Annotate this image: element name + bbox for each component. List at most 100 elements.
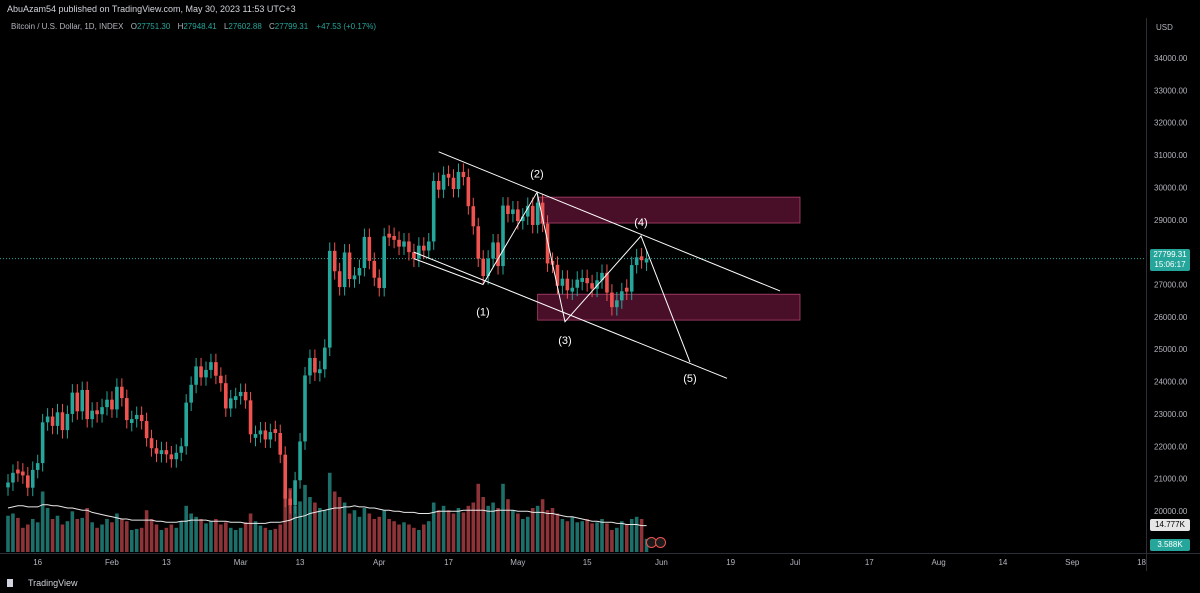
footer-bar bbox=[0, 571, 1200, 593]
volume-bar bbox=[293, 505, 297, 552]
volume-bar bbox=[615, 527, 619, 552]
volume-bar bbox=[323, 510, 327, 552]
volume-bar bbox=[491, 502, 495, 552]
candle-body bbox=[451, 177, 456, 190]
volume-bar bbox=[501, 483, 505, 552]
volume-ma-label: 14.777K bbox=[1150, 519, 1190, 531]
volume-bar bbox=[337, 497, 342, 552]
time-tick-label: 19 bbox=[726, 558, 735, 567]
volume-bar bbox=[11, 513, 15, 552]
price-tick-label: 32000.00 bbox=[1154, 119, 1188, 128]
tradingview-logo[interactable]: TradingView bbox=[7, 578, 78, 588]
candle-body bbox=[204, 369, 208, 378]
countdown-label: 15:06:17 bbox=[1150, 259, 1190, 271]
volume-bar bbox=[585, 519, 589, 552]
volume-bar bbox=[436, 510, 441, 552]
candle-body bbox=[446, 173, 451, 178]
volume-bar bbox=[392, 521, 396, 552]
volume-bar bbox=[164, 527, 169, 552]
candle-body bbox=[85, 389, 89, 420]
wave-label: (1) bbox=[476, 307, 489, 319]
candle-body bbox=[347, 252, 352, 279]
candle-body bbox=[441, 174, 446, 190]
volume-bar bbox=[629, 519, 634, 552]
volume-bar bbox=[125, 521, 129, 552]
candle-body bbox=[268, 432, 273, 440]
volume-bar bbox=[26, 524, 30, 552]
volume-bar bbox=[456, 508, 461, 552]
price-chart[interactable]: USD 20000.00 21000.00 22000.00 23000.00 24000… bbox=[0, 18, 1200, 571]
candle-body bbox=[30, 469, 35, 488]
candle-body bbox=[530, 205, 535, 225]
candle-body bbox=[397, 239, 401, 247]
volume-bar bbox=[273, 528, 278, 552]
candle-body bbox=[45, 416, 50, 423]
candle-body bbox=[298, 441, 302, 481]
volume-bar bbox=[179, 521, 184, 552]
volume-bar bbox=[511, 510, 515, 552]
volume-bar bbox=[308, 497, 312, 552]
candle-body bbox=[125, 398, 129, 421]
price-tick-label: 24000.00 bbox=[1154, 378, 1188, 387]
volume-bar bbox=[342, 502, 347, 552]
candle-body bbox=[55, 412, 60, 426]
candle-body bbox=[164, 450, 169, 455]
time-tick-label: 13 bbox=[296, 558, 305, 567]
price-tick-label: 30000.00 bbox=[1154, 183, 1188, 192]
volume-bar bbox=[154, 524, 159, 552]
candle-body bbox=[313, 357, 317, 373]
volume-bar bbox=[372, 519, 377, 552]
volume-bar bbox=[446, 510, 451, 552]
volume-bar bbox=[545, 510, 550, 552]
resistance-zone bbox=[537, 196, 801, 224]
high-value: 27948.41 bbox=[183, 22, 217, 31]
volume-bar bbox=[397, 524, 401, 552]
candle-body bbox=[461, 171, 466, 178]
candle-body bbox=[417, 245, 421, 259]
top-bar bbox=[0, 0, 1200, 18]
brand-name: TradingView bbox=[28, 578, 78, 588]
candle-body bbox=[431, 180, 436, 242]
candle-body bbox=[486, 258, 490, 277]
volume-bar bbox=[194, 516, 198, 552]
candle-body bbox=[367, 236, 372, 261]
time-tick-label: Feb bbox=[105, 558, 119, 567]
candle-body bbox=[407, 241, 411, 253]
volume-bar bbox=[535, 505, 540, 552]
volume-bar bbox=[313, 502, 317, 552]
volume-bar bbox=[65, 521, 70, 552]
volume-bar bbox=[258, 525, 263, 552]
volume-bar bbox=[45, 508, 50, 552]
volume-bar bbox=[120, 519, 124, 552]
volume-bar bbox=[481, 497, 485, 552]
low-value: 27602.88 bbox=[228, 22, 262, 31]
candle-body bbox=[580, 278, 584, 282]
candle-body bbox=[506, 205, 510, 214]
low-label: L bbox=[223, 22, 229, 31]
volume-bar bbox=[134, 528, 139, 552]
candle-body bbox=[535, 202, 540, 225]
volume-value: 3.588K bbox=[1157, 540, 1183, 549]
candle-body bbox=[471, 206, 476, 227]
candle-body bbox=[422, 245, 426, 251]
symbol-name[interactable]: Bitcoin / U.S. Dollar, 1D, INDEX bbox=[11, 22, 124, 31]
volume-bar bbox=[516, 513, 520, 552]
volume-bar bbox=[90, 522, 94, 552]
candle-body bbox=[501, 205, 505, 267]
wave-label: (2) bbox=[530, 168, 543, 180]
candle-body bbox=[615, 300, 619, 308]
candle-body bbox=[179, 446, 184, 453]
candle-body bbox=[323, 347, 327, 370]
volume-bar bbox=[590, 523, 594, 552]
candle-body bbox=[80, 389, 85, 412]
dividend-icon[interactable] bbox=[655, 537, 666, 548]
candle-body bbox=[139, 414, 144, 422]
candle-body bbox=[545, 223, 550, 264]
volume-bar bbox=[55, 515, 60, 552]
volume-bar bbox=[357, 516, 362, 552]
high-label: H bbox=[177, 22, 184, 31]
price-tick-label: 27000.00 bbox=[1154, 281, 1188, 290]
volume-bar bbox=[506, 499, 510, 552]
volume-bar bbox=[555, 513, 560, 552]
candle-body bbox=[634, 257, 639, 266]
